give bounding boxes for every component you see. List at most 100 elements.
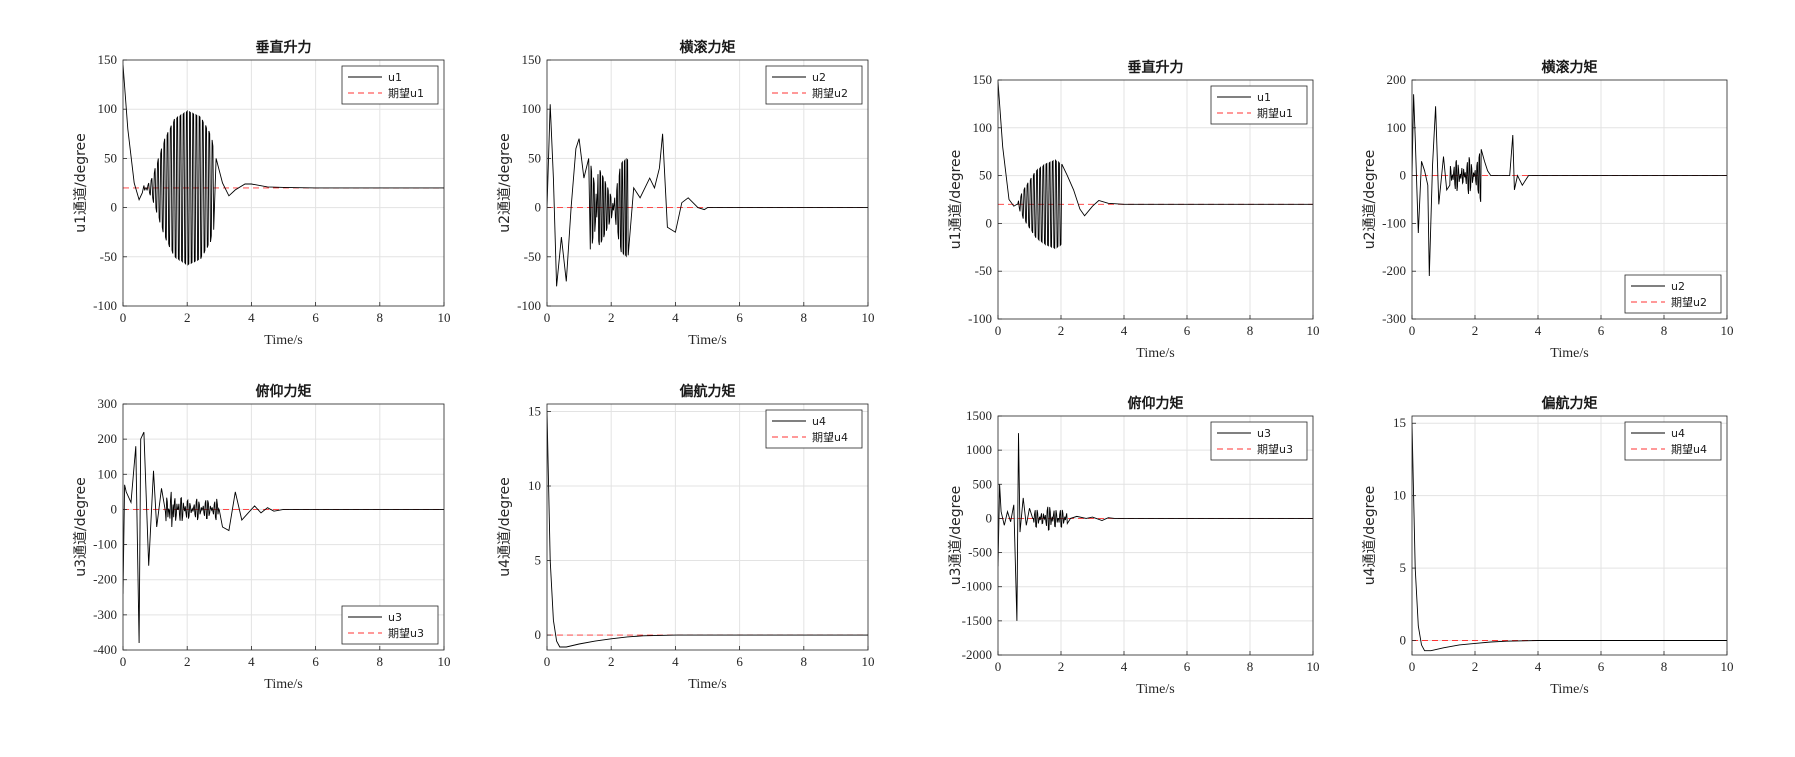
x-tick-label: 0 bbox=[995, 659, 1002, 674]
y-tick-label: 15 bbox=[1393, 415, 1406, 430]
y-tick-label: 50 bbox=[104, 150, 117, 165]
chart-panel: 0 2 4 6 8 10 150 100 50 0 -50 -100 垂直升力 Time/s u1通道/de… bbox=[73, 39, 451, 348]
chart-title: 垂直升力 bbox=[256, 39, 312, 56]
series-line-actual bbox=[547, 104, 868, 287]
legend-box bbox=[765, 409, 863, 449]
y-tick-label: 300 bbox=[98, 396, 118, 411]
series-group bbox=[1412, 94, 1727, 277]
y-tick-label: 0 bbox=[986, 510, 993, 525]
x-tick-label: 10 bbox=[862, 310, 875, 325]
x-tick-label: 4 bbox=[1121, 659, 1128, 674]
legend-box bbox=[1624, 274, 1722, 314]
y-tick-label: 100 bbox=[98, 101, 118, 116]
x-tick-label: 8 bbox=[377, 654, 384, 669]
x-tick-label: 6 bbox=[1598, 323, 1605, 338]
x-tick-label: 8 bbox=[801, 310, 808, 325]
y-tick-label: -500 bbox=[968, 545, 992, 560]
x-tick-label: 6 bbox=[1184, 659, 1191, 674]
x-tick-label: 10 bbox=[1721, 659, 1734, 674]
x-tick-label: 4 bbox=[672, 654, 679, 669]
x-tick-label: 8 bbox=[1247, 659, 1254, 674]
x-axis-label: Time/s bbox=[264, 677, 302, 692]
y-tick-label: 50 bbox=[528, 150, 541, 165]
y-tick-label: 5 bbox=[1400, 560, 1407, 575]
legend-label: 期望u3 bbox=[1257, 443, 1293, 456]
legend-box bbox=[1624, 421, 1722, 461]
chart-panel: 0 2 4 6 8 10 200 100 0 -100 -200 -300 横滚力矩 Time/s u2通道… bbox=[1362, 59, 1734, 361]
y-tick-label: -100 bbox=[93, 298, 117, 313]
x-axis-label: Time/s bbox=[264, 333, 302, 348]
axes-box bbox=[1411, 79, 1728, 320]
series-line-actual bbox=[123, 431, 444, 644]
y-tick-label: 0 bbox=[111, 200, 118, 215]
y-tick-label: 100 bbox=[1387, 120, 1407, 135]
y-tick-label: -300 bbox=[93, 607, 117, 622]
y-tick-label: 150 bbox=[973, 72, 993, 87]
y-tick-label: -100 bbox=[517, 298, 541, 313]
axes-box bbox=[122, 403, 445, 651]
x-tick-label: 0 bbox=[120, 310, 127, 325]
y-axis-label: u4通道/degree bbox=[1362, 486, 1378, 586]
y-tick-label: 200 bbox=[98, 431, 118, 446]
y-tick-label: 200 bbox=[1387, 72, 1407, 87]
chart-panel: 0 2 4 6 8 10 15 10 5 0 偏航力矩 Time/s u4通道/degree u4 期望u4 bbox=[497, 383, 875, 692]
y-tick-label: 10 bbox=[528, 478, 541, 493]
chart-title: 俯仰力矩 bbox=[1128, 395, 1184, 412]
chart-panel: 0 2 4 6 8 10 15 10 5 0 偏航力矩 Time/s u4通道/degree u4 期望u4 bbox=[1362, 395, 1734, 697]
x-tick-label: 0 bbox=[544, 654, 551, 669]
series-group bbox=[547, 104, 868, 287]
x-tick-label: 10 bbox=[438, 310, 451, 325]
x-tick-label: 0 bbox=[1409, 323, 1416, 338]
y-tick-label: -1500 bbox=[962, 613, 992, 628]
series-group bbox=[1412, 423, 1727, 652]
x-tick-label: 0 bbox=[1409, 659, 1416, 674]
x-axis-label: Time/s bbox=[1550, 346, 1588, 361]
x-tick-label: 10 bbox=[1307, 659, 1320, 674]
x-tick-label: 6 bbox=[736, 310, 743, 325]
series-line-actual bbox=[1412, 423, 1727, 652]
legend-label: u2 bbox=[1671, 280, 1685, 293]
axes-box bbox=[1411, 415, 1728, 656]
chart-title: 横滚力矩 bbox=[1542, 59, 1598, 76]
x-tick-label: 2 bbox=[1058, 323, 1065, 338]
y-tick-label: 0 bbox=[1400, 168, 1407, 183]
x-tick-label: 4 bbox=[1121, 323, 1128, 338]
axes-box bbox=[997, 79, 1314, 320]
x-tick-label: 6 bbox=[736, 654, 743, 669]
x-axis-label: Time/s bbox=[1136, 346, 1174, 361]
x-tick-label: 8 bbox=[1247, 323, 1254, 338]
x-tick-label: 10 bbox=[862, 654, 875, 669]
legend-label: u4 bbox=[1671, 427, 1685, 440]
chart-title: 偏航力矩 bbox=[1542, 395, 1598, 412]
legend-box bbox=[341, 65, 439, 105]
legend-box bbox=[1210, 85, 1308, 125]
x-tick-label: 8 bbox=[801, 654, 808, 669]
y-axis-label: u3通道/degree bbox=[73, 477, 89, 577]
y-tick-label: -2000 bbox=[962, 647, 992, 662]
y-axis-label: u2通道/degree bbox=[497, 133, 513, 233]
axes-box bbox=[546, 403, 869, 651]
chart-title: 偏航力矩 bbox=[680, 383, 736, 400]
x-tick-label: 10 bbox=[1721, 323, 1734, 338]
y-tick-label: 0 bbox=[111, 501, 118, 516]
axes-box bbox=[546, 59, 869, 307]
x-tick-label: 2 bbox=[608, 654, 615, 669]
y-tick-label: 1000 bbox=[966, 442, 992, 457]
x-tick-label: 4 bbox=[1535, 659, 1542, 674]
series-line-actual bbox=[547, 411, 868, 648]
y-tick-label: -50 bbox=[524, 249, 541, 264]
x-tick-label: 10 bbox=[1307, 323, 1320, 338]
legend-label: 期望u3 bbox=[388, 627, 424, 640]
x-tick-label: 8 bbox=[1661, 323, 1668, 338]
legend-label: 期望u2 bbox=[812, 87, 848, 100]
y-tick-label: 100 bbox=[98, 466, 118, 481]
x-axis-label: Time/s bbox=[1550, 682, 1588, 697]
legend-label: 期望u4 bbox=[1671, 443, 1707, 456]
x-tick-label: 8 bbox=[1661, 659, 1668, 674]
x-tick-label: 0 bbox=[995, 323, 1002, 338]
chart-panel: 0 2 4 6 8 10 150 100 50 0 -50 -100 垂直升力 Time/s u1通道/de… bbox=[948, 59, 1320, 361]
y-tick-label: 0 bbox=[535, 627, 542, 642]
x-tick-label: 2 bbox=[1472, 323, 1479, 338]
legend-label: 期望u1 bbox=[1257, 107, 1293, 120]
legend-box bbox=[341, 605, 439, 645]
